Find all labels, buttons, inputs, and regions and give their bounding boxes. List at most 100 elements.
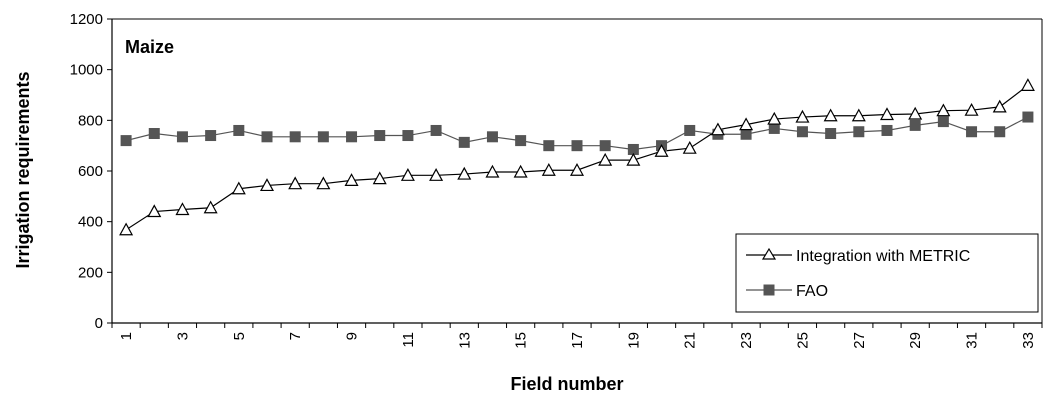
x-tick-label: 11	[400, 332, 417, 348]
chart-annotation: Maize	[125, 37, 174, 57]
metric-point	[936, 103, 951, 117]
metric-point	[513, 164, 528, 178]
x-tick-label: 15	[513, 332, 530, 349]
fao-point	[881, 124, 893, 136]
y-tick-label: 600	[78, 163, 103, 180]
x-tick-label: 21	[682, 332, 699, 349]
metric-point	[203, 200, 218, 214]
x-tick-label: 13	[456, 332, 473, 349]
metric-point	[288, 176, 303, 190]
metric-point	[429, 168, 444, 181]
fao-point	[853, 126, 865, 138]
y-tick-label: 400	[78, 214, 103, 231]
metric-point	[231, 181, 246, 195]
fao-point	[909, 119, 921, 131]
fao-point	[571, 140, 583, 152]
metric-point	[541, 162, 556, 176]
metric-point	[992, 99, 1007, 113]
fao-point	[317, 131, 329, 143]
metric-point	[767, 111, 782, 125]
metric-point	[851, 108, 866, 122]
y-tick-label: 800	[78, 112, 103, 129]
metric-point	[626, 152, 641, 166]
y-axis-title: Irrigation requirements	[13, 71, 33, 268]
metric-point	[795, 109, 810, 123]
metric-point	[344, 173, 359, 186]
fao-point	[205, 130, 217, 142]
fao-point	[1022, 111, 1034, 123]
x-tick-label: 3	[174, 332, 191, 340]
metric-point	[457, 166, 472, 180]
metric-point	[485, 164, 500, 178]
legend-marker-metric	[761, 247, 777, 260]
y-tick-label: 200	[78, 264, 103, 281]
y-tick-label: 0	[95, 315, 103, 332]
metric-point	[598, 152, 613, 166]
legend-label-fao: FAO	[796, 283, 828, 300]
legend-box	[735, 233, 1039, 313]
fao-point	[825, 128, 837, 140]
x-tick-label: 17	[569, 332, 586, 349]
fao-point	[148, 128, 160, 140]
metric-point	[147, 204, 162, 218]
fao-point	[515, 135, 527, 147]
fao-point	[233, 124, 245, 136]
fao-point	[599, 140, 611, 152]
metric-point	[1020, 78, 1035, 91]
legend-label-metric: Integration with METRIC	[796, 248, 970, 265]
fao-point	[937, 116, 949, 128]
x-axis-title: Field number	[510, 374, 623, 394]
fao-point	[994, 126, 1006, 138]
fao-point	[768, 122, 780, 134]
x-tick-label: 9	[344, 332, 361, 340]
fao-point	[374, 130, 386, 142]
metric-point	[316, 176, 331, 190]
metric-point	[739, 117, 754, 131]
legend-item-fao: FAO	[746, 283, 828, 300]
y-tick-label: 1200	[70, 11, 103, 28]
y-tick-label: 1000	[70, 62, 103, 79]
metric-point	[119, 222, 134, 236]
metric-point	[682, 140, 697, 154]
metric-point	[175, 202, 190, 216]
legend-item-metric: Integration with METRIC	[746, 247, 970, 265]
fao-point	[966, 126, 978, 138]
legend: Integration with METRIC FAO	[735, 233, 1039, 313]
fao-point	[120, 135, 132, 147]
x-tick-label: 23	[738, 332, 755, 349]
fao-point	[458, 136, 470, 148]
fao-point	[402, 130, 414, 142]
x-tick-label: 27	[851, 332, 868, 349]
x-tick-label: 7	[287, 332, 304, 340]
x-tick-label: 29	[907, 332, 924, 349]
metric-point	[823, 108, 838, 122]
fao-point	[346, 131, 358, 143]
metric-point	[372, 171, 387, 185]
metric-point	[400, 168, 415, 181]
fao-point	[684, 124, 696, 136]
fao-point	[486, 131, 498, 143]
legend-marker-fao	[763, 284, 775, 296]
x-tick-label: 5	[231, 332, 248, 340]
metric-point	[569, 162, 585, 176]
series-line-metric	[125, 84, 1029, 231]
fao-point	[543, 140, 555, 152]
x-tick-label: 1	[118, 332, 135, 340]
metric-point	[259, 178, 275, 192]
fao-point	[740, 128, 752, 140]
metric-point	[964, 102, 979, 116]
x-tick-label: 19	[625, 332, 642, 349]
fao-point	[261, 131, 273, 143]
metric-point	[908, 106, 923, 120]
metric-point	[710, 122, 725, 136]
metric-point	[654, 143, 669, 157]
x-tick-label: 25	[794, 332, 811, 349]
fao-point	[289, 131, 301, 143]
fao-point	[796, 126, 808, 138]
metric-point	[879, 107, 895, 121]
x-tick-label: 31	[964, 332, 981, 349]
fao-point	[430, 124, 442, 136]
fao-point	[176, 131, 188, 143]
